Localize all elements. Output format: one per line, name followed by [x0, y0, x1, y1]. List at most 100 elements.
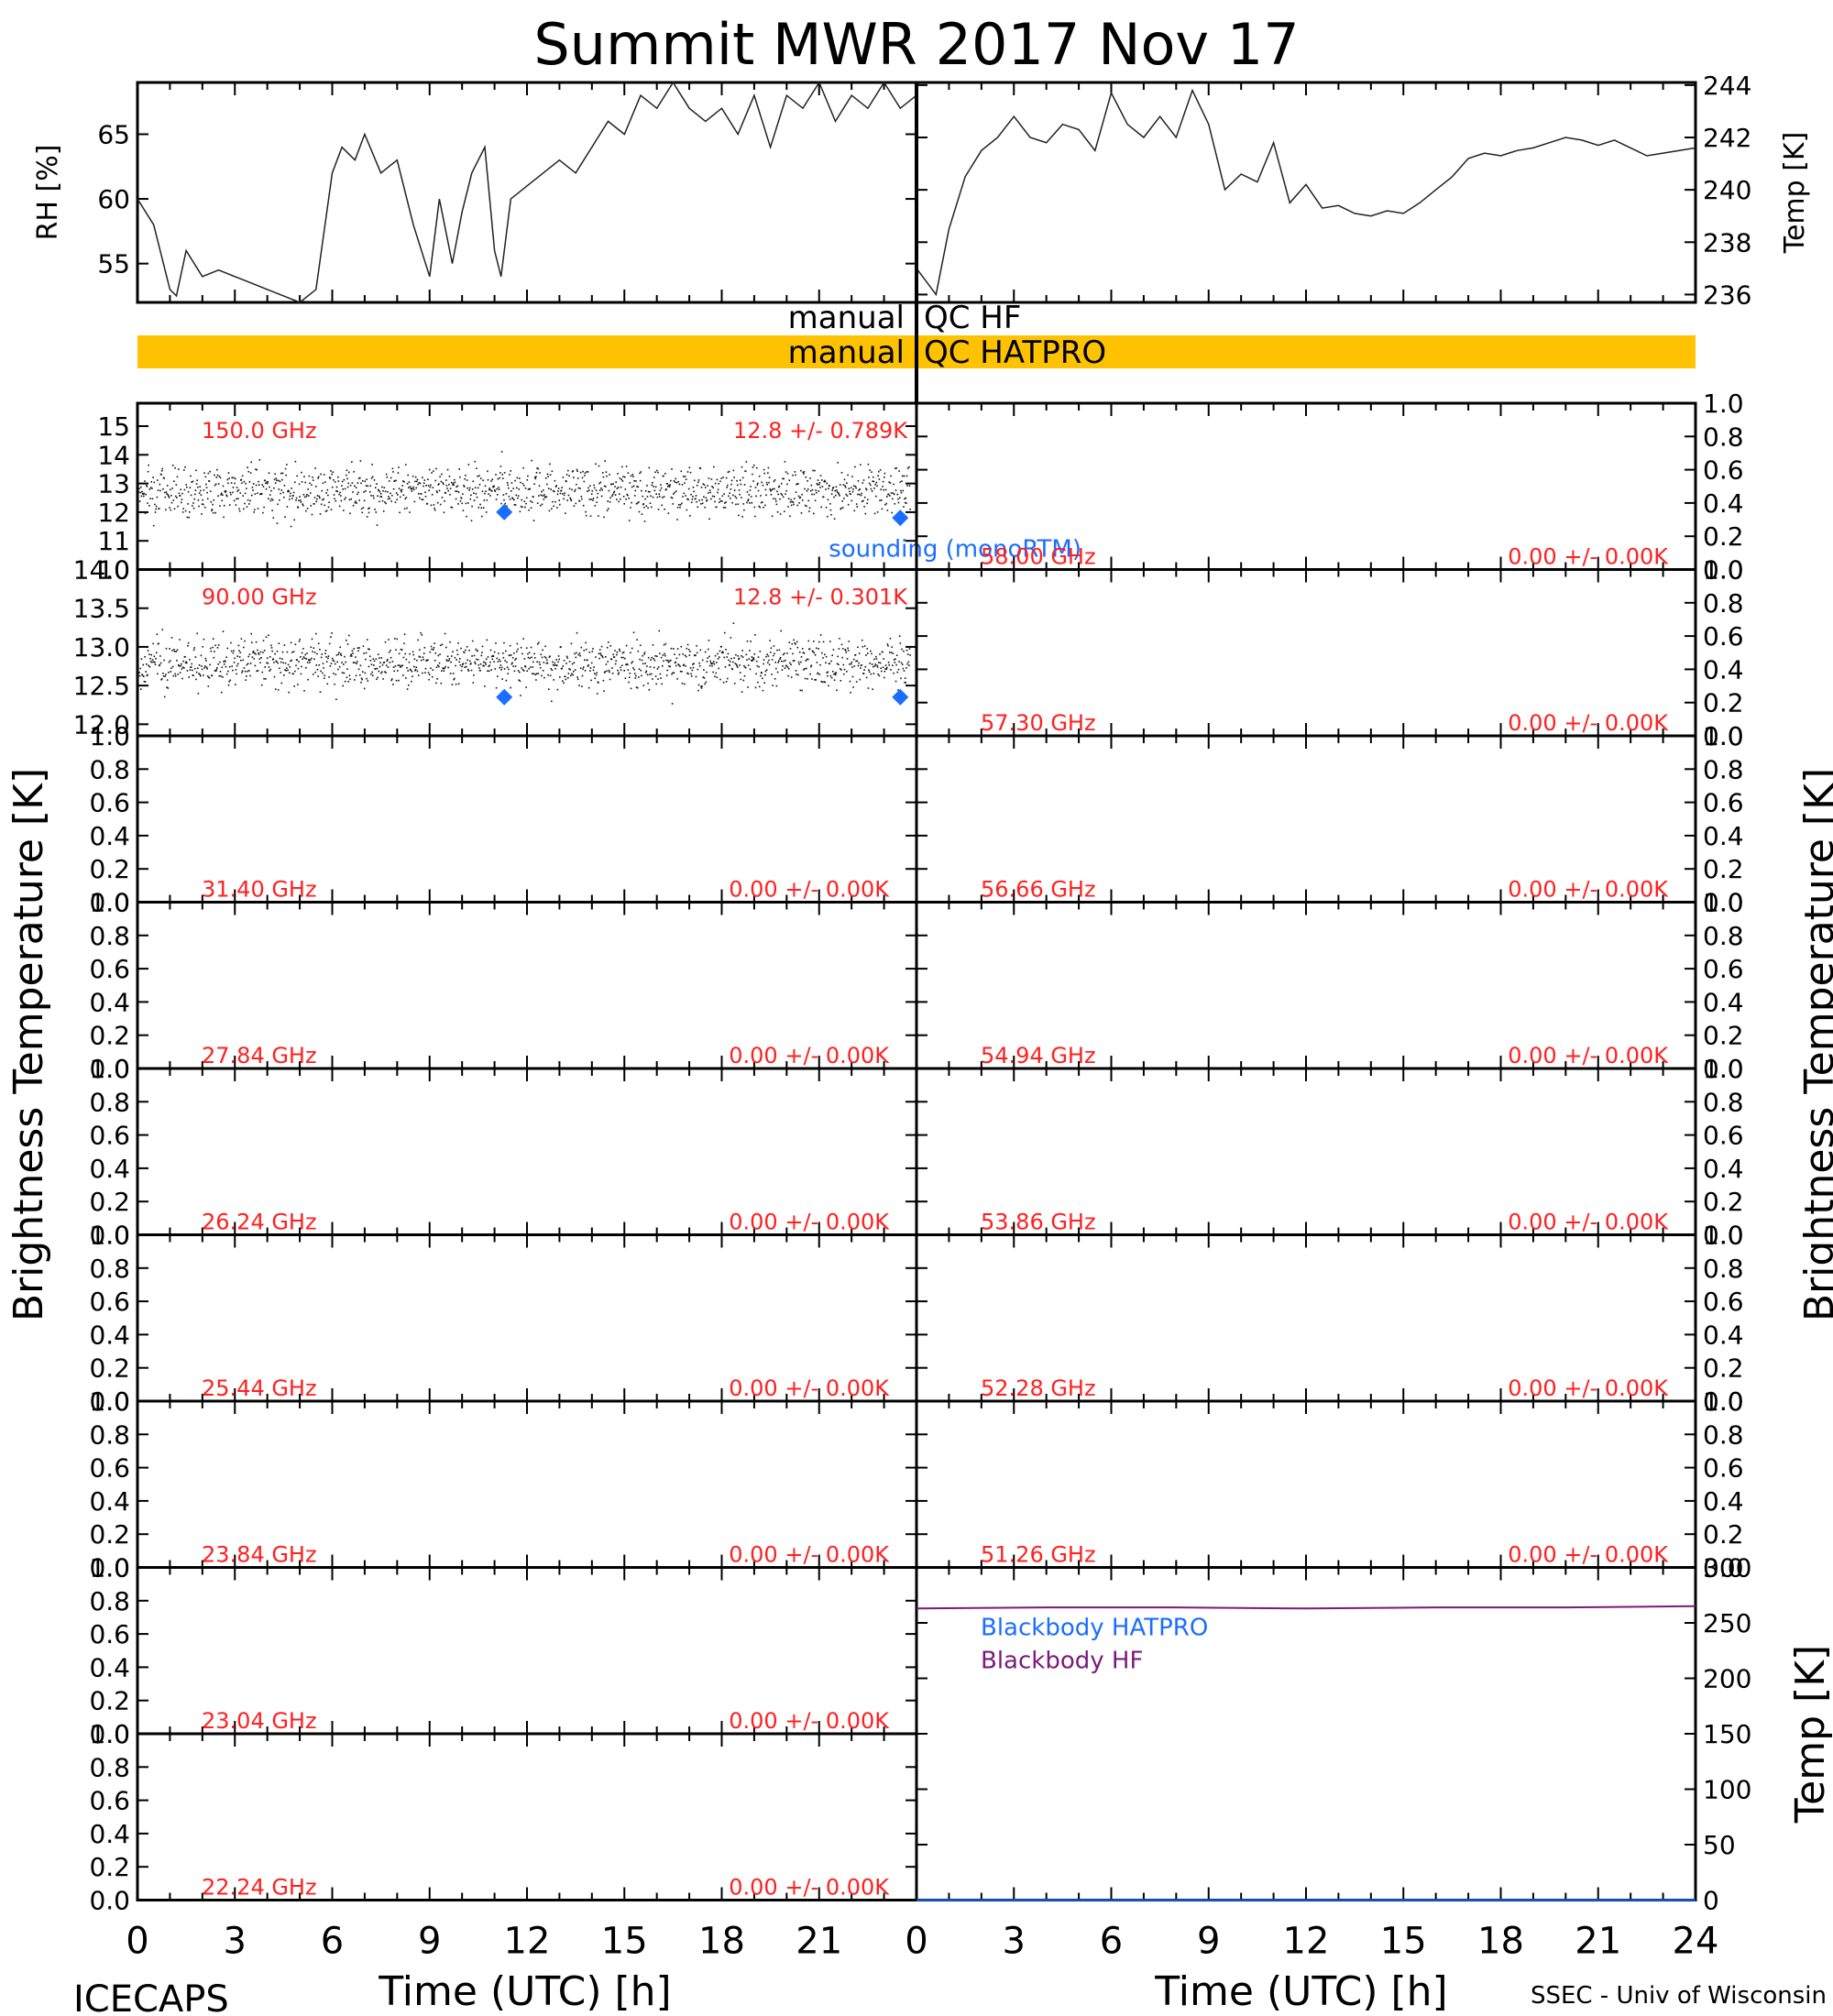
data-point — [320, 656, 323, 659]
data-point — [682, 652, 684, 655]
data-point — [829, 641, 831, 642]
y-tick-label: 236 — [1703, 279, 1751, 310]
legend-entry: Blackbody HF — [981, 1648, 1143, 1675]
data-point — [231, 665, 233, 667]
data-point — [558, 658, 560, 661]
data-point — [368, 655, 371, 658]
data-point — [138, 674, 141, 677]
data-point — [724, 507, 727, 509]
data-point — [424, 496, 427, 498]
y-tick-label: 0.2 — [89, 1852, 130, 1882]
data-point — [657, 666, 660, 668]
data-point — [453, 678, 455, 681]
data-point — [384, 501, 386, 503]
data-point — [777, 662, 779, 663]
data-point — [366, 516, 368, 518]
data-point — [790, 504, 793, 507]
data-point — [754, 686, 757, 689]
data-point — [269, 656, 271, 658]
data-point — [465, 649, 466, 652]
data-point — [370, 477, 373, 479]
data-point — [241, 475, 244, 477]
data-point — [412, 475, 414, 477]
data-point — [767, 466, 770, 469]
data-point — [542, 649, 543, 652]
data-point — [397, 664, 400, 666]
data-point — [686, 509, 688, 511]
data-point — [598, 515, 599, 517]
data-point — [583, 650, 586, 652]
channel-stat: 0.00 +/- 0.00K — [729, 1375, 890, 1401]
data-point — [801, 499, 804, 501]
data-point — [300, 501, 302, 503]
data-point — [545, 662, 548, 664]
data-point — [258, 658, 261, 660]
data-point — [741, 655, 742, 657]
data-point — [574, 652, 576, 655]
data-point — [771, 488, 773, 491]
data-point — [586, 471, 588, 473]
channel-label: 31.40 GHz — [202, 877, 317, 903]
data-point — [647, 507, 649, 509]
data-point — [538, 495, 540, 497]
data-point — [855, 503, 858, 505]
y-tick-label: 0.8 — [89, 1752, 130, 1782]
data-point — [436, 491, 438, 494]
data-point — [286, 651, 289, 653]
data-point — [818, 483, 820, 486]
data-point — [414, 476, 417, 478]
data-point — [646, 485, 648, 487]
data-point — [734, 663, 737, 664]
data-point — [845, 493, 848, 496]
data-point — [548, 509, 551, 512]
data-point — [636, 502, 639, 504]
data-point — [502, 656, 505, 659]
y-tick-label: 0.0 — [89, 1386, 130, 1417]
y-tick-label: 0.6 — [1703, 455, 1744, 486]
temp-panel-frame — [915, 81, 1697, 304]
data-point — [446, 660, 448, 662]
data-point — [495, 474, 497, 476]
data-point — [891, 646, 893, 648]
data-point — [523, 500, 526, 502]
data-point — [520, 646, 522, 649]
data-point — [880, 488, 882, 490]
data-point — [668, 486, 671, 488]
data-point — [306, 494, 308, 496]
y-tick-label: 0.8 — [89, 754, 130, 784]
data-point — [651, 656, 653, 659]
data-point — [499, 664, 502, 666]
data-point — [557, 655, 560, 657]
data-point — [204, 657, 207, 660]
data-point — [577, 653, 580, 656]
data-point — [293, 685, 295, 687]
data-point — [487, 478, 489, 481]
data-point — [710, 663, 713, 665]
data-point — [552, 500, 554, 503]
data-point — [500, 502, 502, 505]
data-point — [547, 674, 549, 676]
data-point — [622, 476, 624, 477]
data-point — [334, 498, 335, 500]
data-point — [416, 670, 419, 673]
data-point — [448, 476, 451, 477]
data-point — [322, 672, 324, 674]
data-point — [895, 680, 897, 683]
data-point — [352, 652, 354, 654]
data-point — [695, 495, 697, 497]
data-point — [556, 493, 559, 496]
data-point — [801, 689, 803, 692]
data-point — [593, 673, 596, 674]
data-point — [679, 665, 681, 667]
data-point — [148, 653, 150, 655]
data-point — [534, 477, 537, 480]
data-point — [339, 646, 341, 649]
data-point — [639, 472, 641, 475]
data-point — [240, 638, 243, 640]
data-point — [735, 653, 737, 656]
data-point — [395, 479, 397, 482]
data-point — [900, 662, 903, 664]
data-point — [809, 673, 811, 675]
data-point — [614, 494, 617, 496]
data-point — [297, 667, 300, 670]
